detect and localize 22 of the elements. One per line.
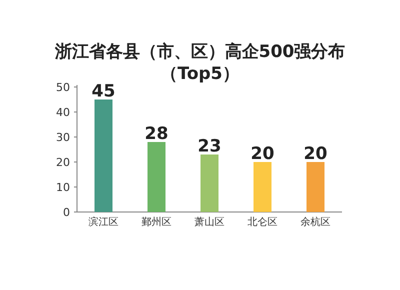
y-tick-label: 10 [56, 181, 70, 194]
bar [306, 162, 324, 212]
data-label: 23 [198, 136, 222, 156]
y-tick-label: 40 [56, 106, 70, 119]
x-tick-label: 萧山区 [194, 216, 224, 228]
data-label: 28 [144, 124, 168, 144]
data-label: 20 [304, 144, 328, 164]
bar [254, 162, 272, 212]
bar [200, 154, 218, 212]
y-tick-label: 20 [56, 156, 70, 169]
x-tick-label: 北仑区 [248, 216, 278, 228]
data-label: 20 [250, 144, 274, 164]
x-tick-label: 余杭区 [300, 216, 330, 228]
x-tick-label: 滨江区 [88, 216, 118, 228]
bar [94, 100, 112, 212]
x-tick-label: 鄞州区 [142, 216, 172, 228]
bar [148, 142, 166, 212]
y-tick-label: 50 [56, 81, 70, 94]
y-tick-label: 0 [63, 206, 70, 219]
data-label: 45 [92, 82, 116, 102]
chart-title: 浙江省各县（市、区）高企500强分布（Top5） [54, 42, 346, 84]
y-tick-label: 30 [56, 131, 70, 144]
